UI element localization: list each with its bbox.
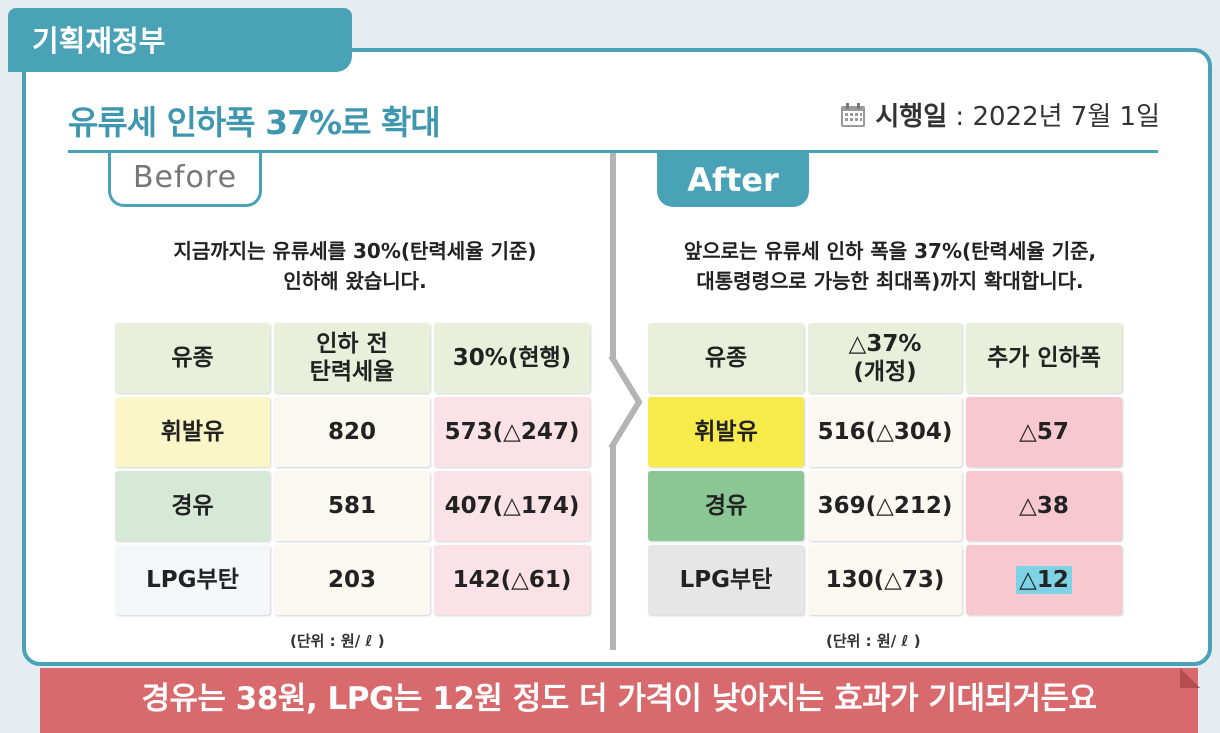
table-header-row: 유종 인하 전 탄력세율 30%(현행) — [115, 323, 590, 393]
before-description: 지금까지는 유류세를 30%(탄력세율 기준) 인하해 왔습니다. — [115, 236, 595, 296]
current-diesel: 407(△174) — [434, 471, 590, 541]
table-row: LPG부탄 130(△73) △12 — [648, 545, 1122, 615]
fuel-gasoline: 휘발유 — [648, 397, 804, 467]
fuel-diesel: 경유 — [648, 471, 804, 541]
header-revised: △37% (개정) — [808, 323, 962, 393]
extra-lpg: △12 — [966, 545, 1122, 615]
after-description: 앞으로는 유류세 인하 폭을 37%(탄력세율 기준, 대통령령으로 가능한 최… — [640, 236, 1140, 296]
table-row: 경유 581 407(△174) — [115, 471, 590, 541]
before-table: 유종 인하 전 탄력세율 30%(현행) 휘발유 820 573(△247) 경… — [111, 319, 594, 619]
revised-gasoline: 516(△304) — [808, 397, 962, 467]
effective-date-value: 2022년 7월 1일 — [972, 102, 1160, 132]
base-diesel: 581 — [274, 471, 430, 541]
fuel-lpg: LPG부탄 — [115, 545, 270, 615]
table-row: 휘발유 516(△304) △57 — [648, 397, 1122, 467]
fuel-gasoline: 휘발유 — [115, 397, 270, 467]
center-divider-bottom — [610, 446, 616, 650]
table-row: LPG부탄 203 142(△61) — [115, 545, 590, 615]
fuel-lpg: LPG부탄 — [648, 545, 804, 615]
bottom-banner: 경유는 38원, LPG는 12원 정도 더 가격이 낮아지는 효과가 기대되거… — [40, 668, 1198, 733]
ministry-tab: 기획재정부 — [8, 8, 352, 72]
current-gasoline: 573(△247) — [434, 397, 590, 467]
header-extra-cut: 추가 인하폭 — [966, 323, 1122, 393]
before-unit: (단위 : 원/ ℓ ) — [290, 632, 385, 650]
header-base-rate: 인하 전 탄력세율 — [274, 323, 430, 393]
base-gasoline: 820 — [274, 397, 430, 467]
header-fuel: 유종 — [115, 323, 270, 393]
calendar-icon — [841, 102, 866, 127]
extra-diesel: △38 — [966, 471, 1122, 541]
table-row: 휘발유 820 573(△247) — [115, 397, 590, 467]
table-row: 경유 369(△212) △38 — [648, 471, 1122, 541]
extra-gasoline: △57 — [966, 397, 1122, 467]
base-lpg: 203 — [274, 545, 430, 615]
extra-lpg-highlight: △12 — [1016, 566, 1072, 594]
after-desc-line2: 대통령령으로 가능한 최대폭)까지 확대합니다. — [696, 269, 1084, 293]
revised-diesel: 369(△212) — [808, 471, 962, 541]
header-base-rate-line1: 인하 전 — [316, 331, 388, 357]
after-table: 유종 △37% (개정) 추가 인하폭 휘발유 516(△304) △57 경유… — [644, 319, 1126, 619]
header-revised-line1: △37% — [848, 331, 922, 357]
headline: 유류세 인하폭 37%로 확대 — [68, 103, 441, 142]
before-desc-line2: 인하해 왔습니다. — [283, 269, 427, 293]
header-fuel: 유종 — [648, 323, 804, 393]
after-desc-line1: 앞으로는 유류세 인하 폭을 37%(탄력세율 기준, — [683, 239, 1097, 263]
after-unit: (단위 : 원/ ℓ ) — [826, 632, 921, 650]
header-current: 30%(현행) — [434, 323, 590, 393]
center-divider-top — [610, 153, 616, 358]
banner-corner — [1180, 668, 1200, 688]
before-desc-line1: 지금까지는 유류세를 30%(탄력세율 기준) — [173, 239, 537, 263]
fuel-diesel: 경유 — [115, 471, 270, 541]
header-revised-line2: (개정) — [853, 359, 917, 385]
current-lpg: 142(△61) — [434, 545, 590, 615]
table-header-row: 유종 △37% (개정) 추가 인하폭 — [648, 323, 1122, 393]
header-divider — [68, 150, 1158, 153]
effective-separator: : — [947, 102, 973, 132]
chevron-right-icon — [608, 356, 643, 448]
effective-date: 시행일 : 2022년 7월 1일 — [839, 96, 1160, 133]
after-tag: After — [657, 153, 809, 207]
effective-label: 시행일 — [875, 102, 948, 132]
revised-lpg: 130(△73) — [808, 545, 962, 615]
before-tag: Before — [108, 153, 262, 207]
header-base-rate-line2: 탄력세율 — [309, 359, 395, 385]
